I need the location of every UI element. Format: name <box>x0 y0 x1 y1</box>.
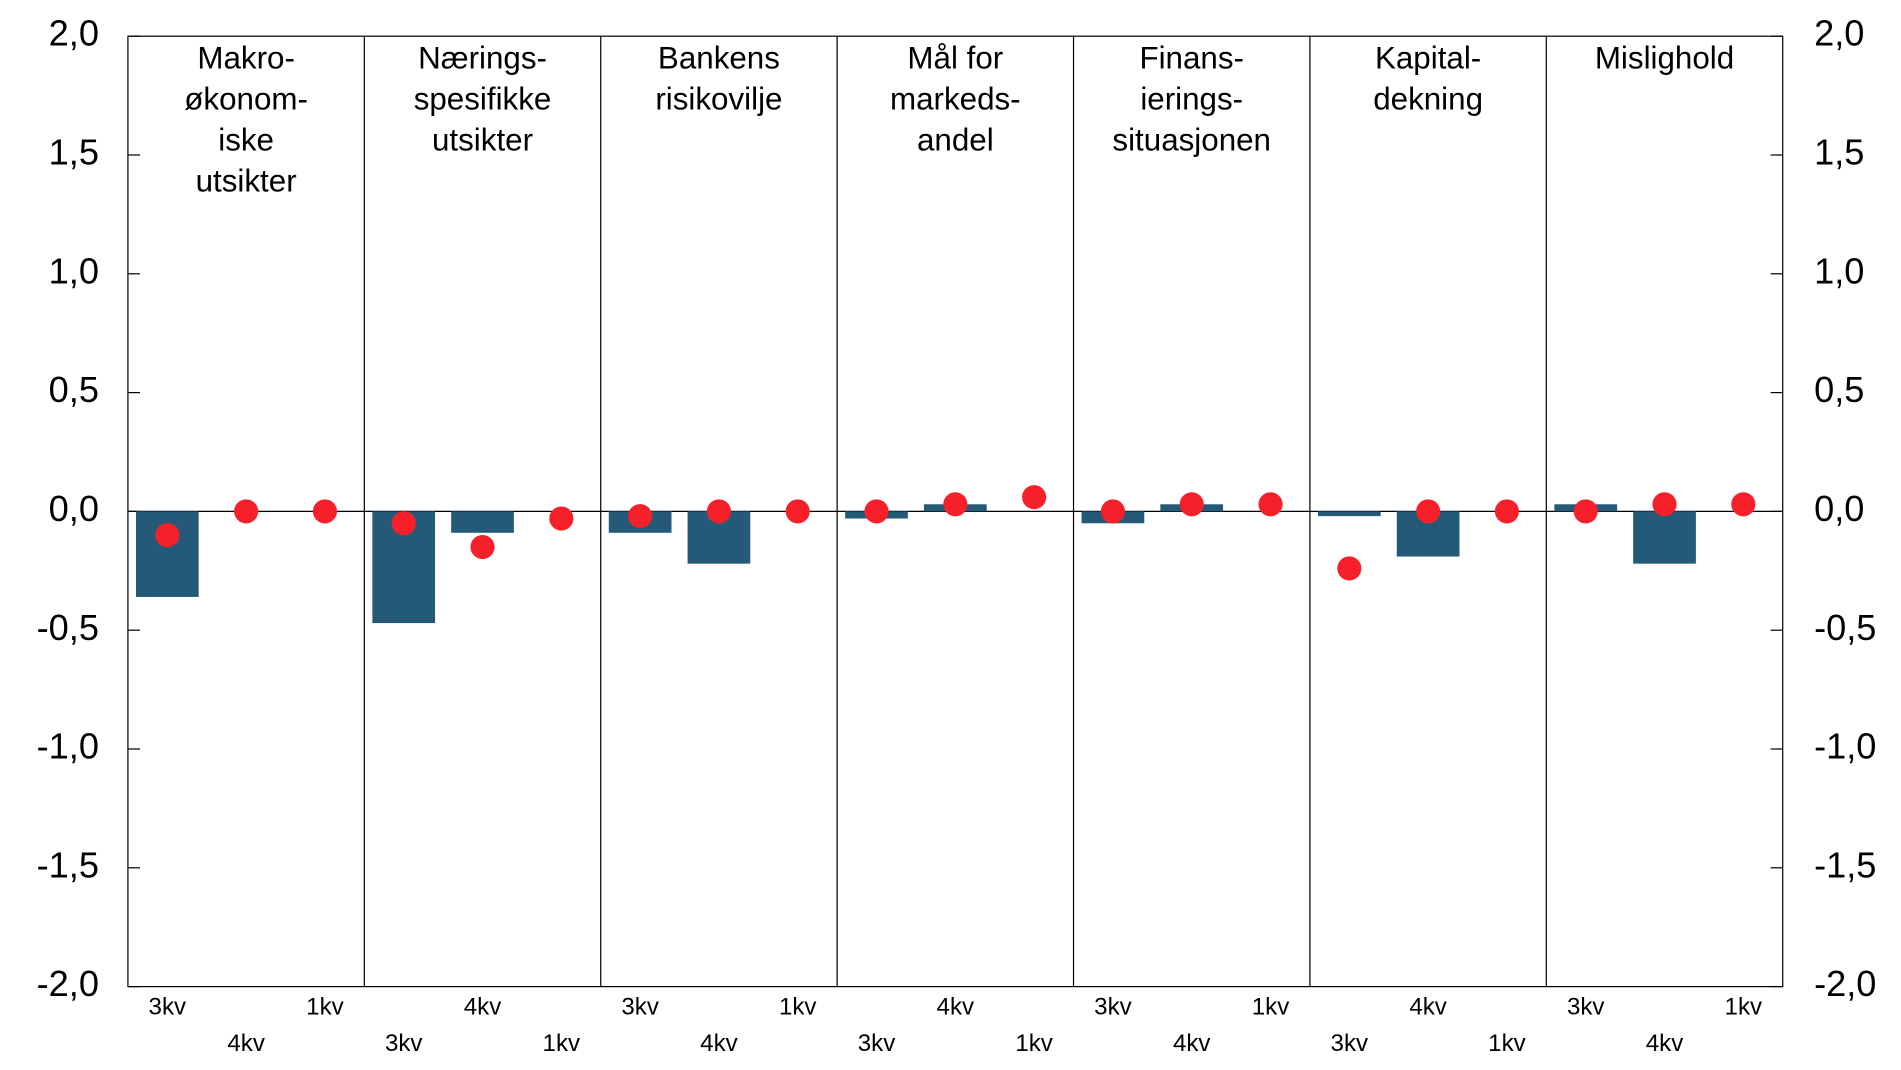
x-tick-label: 1kv <box>1015 1030 1053 1057</box>
panel-title: situasjonen <box>1112 123 1271 158</box>
x-tick-label: 1kv <box>779 994 817 1021</box>
panel-title: økonom- <box>184 82 308 117</box>
y-tick-label: 0,0 <box>49 488 99 529</box>
y2-tick-label: 2,0 <box>1814 13 1864 54</box>
dot <box>1494 499 1519 524</box>
x-tick-label: 1kv <box>306 994 344 1021</box>
panel-title: iske <box>218 123 274 158</box>
x-tick-label: 3kv <box>1567 994 1605 1021</box>
dot <box>155 523 180 548</box>
dot <box>312 499 337 524</box>
bar <box>1633 511 1696 564</box>
dot <box>864 499 889 524</box>
x-tick-label: 4kv <box>464 994 502 1021</box>
panel-title: Mislighold <box>1595 41 1734 76</box>
y-tick-label: -2,0 <box>37 963 99 1004</box>
x-tick-label: 3kv <box>1094 994 1132 1021</box>
x-tick-label: 4kv <box>937 994 975 1021</box>
bar <box>451 511 514 533</box>
x-tick-label: 1kv <box>543 1030 581 1057</box>
dot <box>391 511 416 536</box>
panel-title: Nærings- <box>418 41 547 76</box>
dot <box>1416 499 1441 524</box>
dot <box>706 499 731 524</box>
dot <box>1100 499 1125 524</box>
x-tick-label: 3kv <box>149 994 187 1021</box>
panel-title: Finans- <box>1139 41 1244 76</box>
panel-title: dekning <box>1373 82 1483 117</box>
panel-title: andel <box>917 123 994 158</box>
dot <box>1179 492 1204 517</box>
x-tick-label: 1kv <box>1725 994 1763 1021</box>
y-tick-label: -1,5 <box>37 844 99 885</box>
panel-title: ierings- <box>1140 82 1243 117</box>
x-tick-label: 3kv <box>858 1030 896 1057</box>
dot <box>943 492 968 517</box>
dot <box>785 499 810 524</box>
x-tick-label: 4kv <box>700 1030 738 1057</box>
y2-tick-label: 1,5 <box>1814 132 1864 173</box>
panel-title: utsikter <box>196 164 297 199</box>
panel-title: Kapital- <box>1375 41 1481 76</box>
bar <box>1317 511 1381 517</box>
dot <box>1337 556 1362 581</box>
dot <box>1652 492 1677 517</box>
y-tick-label: 2,0 <box>49 13 99 54</box>
x-tick-label: 3kv <box>385 1030 423 1057</box>
dot <box>628 504 653 529</box>
y2-tick-label: -1,5 <box>1814 844 1876 885</box>
dot <box>470 534 495 560</box>
y2-tick-label: -2,0 <box>1814 963 1876 1004</box>
dot <box>234 499 259 524</box>
panel-title: risikovilje <box>655 82 782 117</box>
panel-title: utsikter <box>432 123 533 158</box>
x-tick-label: 4kv <box>227 1030 265 1057</box>
dot <box>1258 492 1283 517</box>
y2-tick-label: -1,0 <box>1814 726 1876 767</box>
y2-tick-label: -0,5 <box>1814 607 1876 648</box>
panel-title: Bankens <box>658 41 780 76</box>
panel-title: Makro- <box>197 41 295 76</box>
y-tick-label: 1,0 <box>49 250 99 291</box>
x-tick-label: 3kv <box>1331 1030 1369 1057</box>
x-tick-label: 1kv <box>1252 994 1290 1021</box>
dot <box>1573 499 1598 524</box>
panel-title: spesifikke <box>414 82 552 117</box>
y-tick-label: 0,5 <box>49 369 99 410</box>
y2-tick-label: 1,0 <box>1814 250 1864 291</box>
x-tick-label: 4kv <box>1646 1030 1684 1057</box>
dot <box>1022 485 1047 510</box>
x-tick-label: 4kv <box>1409 994 1447 1021</box>
y2-tick-label: 0,0 <box>1814 488 1864 529</box>
x-tick-label: 1kv <box>1488 1030 1526 1057</box>
panel-title: Mål for <box>907 41 1003 76</box>
x-tick-label: 3kv <box>621 994 659 1021</box>
y2-tick-label: 0,5 <box>1814 369 1864 410</box>
y-tick-label: -1,0 <box>37 726 99 767</box>
y-tick-label: -0,5 <box>37 607 99 648</box>
panel-title: markeds- <box>890 82 1021 117</box>
dot <box>1731 492 1756 517</box>
x-tick-label: 4kv <box>1173 1030 1211 1057</box>
y-tick-label: 1,5 <box>49 132 99 173</box>
dot <box>549 506 574 531</box>
